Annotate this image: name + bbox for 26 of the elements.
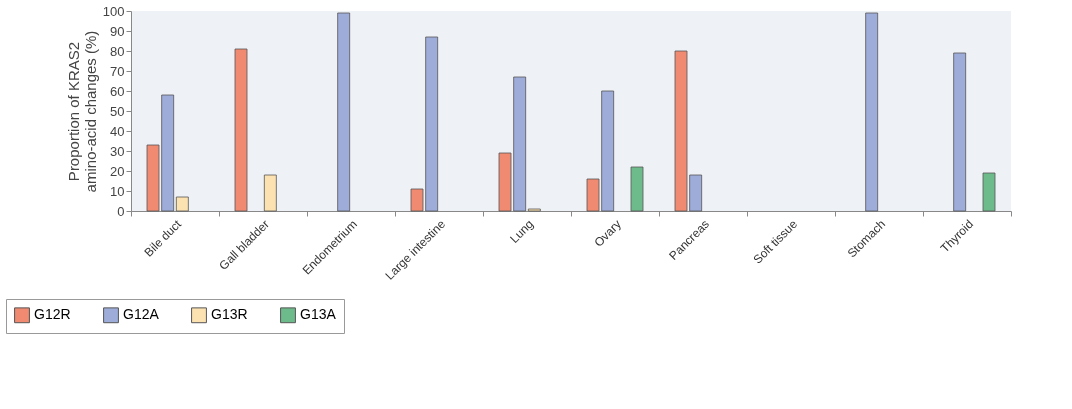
bar — [175, 196, 189, 212]
y-tick-label: 90 — [110, 23, 125, 39]
y-tick-label: 60 — [110, 83, 125, 99]
y-axis-title: Proportion of KRAS2 amino-acid changes (%) — [64, 30, 99, 193]
y-tick-label: 10 — [110, 183, 125, 199]
y-tick-label: 100 — [102, 3, 125, 19]
legend-label: G13R — [211, 306, 248, 323]
bar — [630, 166, 644, 212]
y-tick-label: 50 — [110, 103, 125, 119]
bar — [527, 208, 541, 212]
x-tick-label: Bile duct — [141, 216, 185, 260]
bar — [865, 12, 879, 212]
y-tick-label: 30 — [110, 143, 125, 159]
bar — [263, 174, 277, 212]
bar — [337, 12, 351, 212]
bar — [234, 48, 248, 212]
y-tick-label: 80 — [110, 43, 125, 59]
bar — [953, 52, 967, 212]
y-tick-label: 0 — [117, 203, 125, 219]
bar — [982, 172, 996, 212]
y-tick-label: 70 — [110, 63, 125, 79]
legend-label: G12A — [123, 306, 160, 323]
y-tick-label: 20 — [110, 163, 125, 179]
legend-label: G12R — [34, 306, 71, 323]
legend-label: G13A — [300, 306, 337, 323]
y-tick-label: 40 — [110, 123, 125, 139]
